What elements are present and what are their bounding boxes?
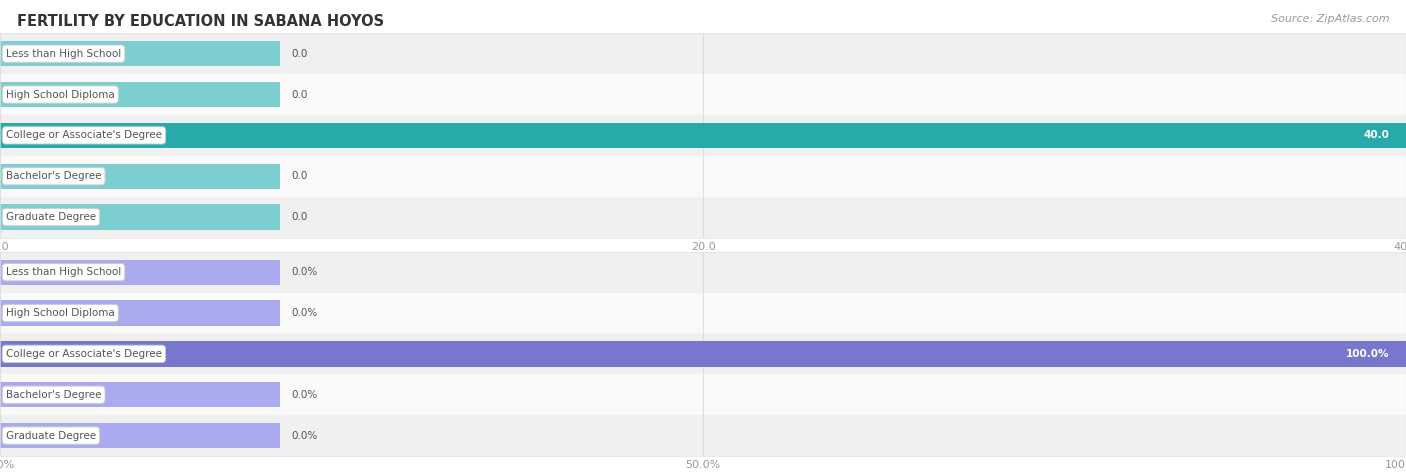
Text: 0.0%: 0.0% bbox=[292, 390, 318, 400]
Text: 0.0%: 0.0% bbox=[292, 430, 318, 441]
Bar bbox=[0, 197, 1406, 238]
Bar bbox=[0, 415, 1406, 456]
Text: 100.0%: 100.0% bbox=[1346, 349, 1389, 359]
Bar bbox=[0, 123, 1406, 148]
Bar bbox=[0, 300, 281, 326]
Bar bbox=[0, 204, 280, 230]
Text: 0.0: 0.0 bbox=[291, 212, 308, 222]
Bar bbox=[0, 341, 1406, 367]
Bar bbox=[0, 259, 281, 285]
Bar bbox=[0, 115, 1406, 156]
Bar bbox=[0, 156, 1406, 197]
Text: College or Associate's Degree: College or Associate's Degree bbox=[6, 130, 162, 141]
Text: Less than High School: Less than High School bbox=[6, 48, 121, 59]
Bar bbox=[0, 82, 280, 107]
Bar bbox=[0, 382, 281, 408]
Text: 0.0%: 0.0% bbox=[292, 267, 318, 277]
Text: Graduate Degree: Graduate Degree bbox=[6, 430, 96, 441]
Bar bbox=[0, 293, 1406, 333]
Text: 0.0: 0.0 bbox=[291, 171, 308, 181]
Bar bbox=[0, 33, 1406, 74]
Text: 0.0: 0.0 bbox=[291, 89, 308, 100]
Text: FERTILITY BY EDUCATION IN SABANA HOYOS: FERTILITY BY EDUCATION IN SABANA HOYOS bbox=[17, 14, 384, 29]
Text: High School Diploma: High School Diploma bbox=[6, 89, 115, 100]
Text: Bachelor's Degree: Bachelor's Degree bbox=[6, 171, 101, 181]
Bar bbox=[0, 74, 1406, 115]
Text: 40.0: 40.0 bbox=[1364, 130, 1389, 141]
Text: Bachelor's Degree: Bachelor's Degree bbox=[6, 390, 101, 400]
Text: High School Diploma: High School Diploma bbox=[6, 308, 115, 318]
Text: Graduate Degree: Graduate Degree bbox=[6, 212, 96, 222]
Bar bbox=[0, 423, 281, 448]
Bar bbox=[0, 333, 1406, 374]
Bar bbox=[0, 41, 280, 66]
Bar bbox=[0, 163, 280, 189]
Text: Less than High School: Less than High School bbox=[6, 267, 121, 277]
Text: Source: ZipAtlas.com: Source: ZipAtlas.com bbox=[1271, 14, 1389, 24]
Text: College or Associate's Degree: College or Associate's Degree bbox=[6, 349, 162, 359]
Bar bbox=[0, 252, 1406, 293]
Bar bbox=[0, 374, 1406, 415]
Text: 0.0: 0.0 bbox=[291, 48, 308, 59]
Text: 0.0%: 0.0% bbox=[292, 308, 318, 318]
